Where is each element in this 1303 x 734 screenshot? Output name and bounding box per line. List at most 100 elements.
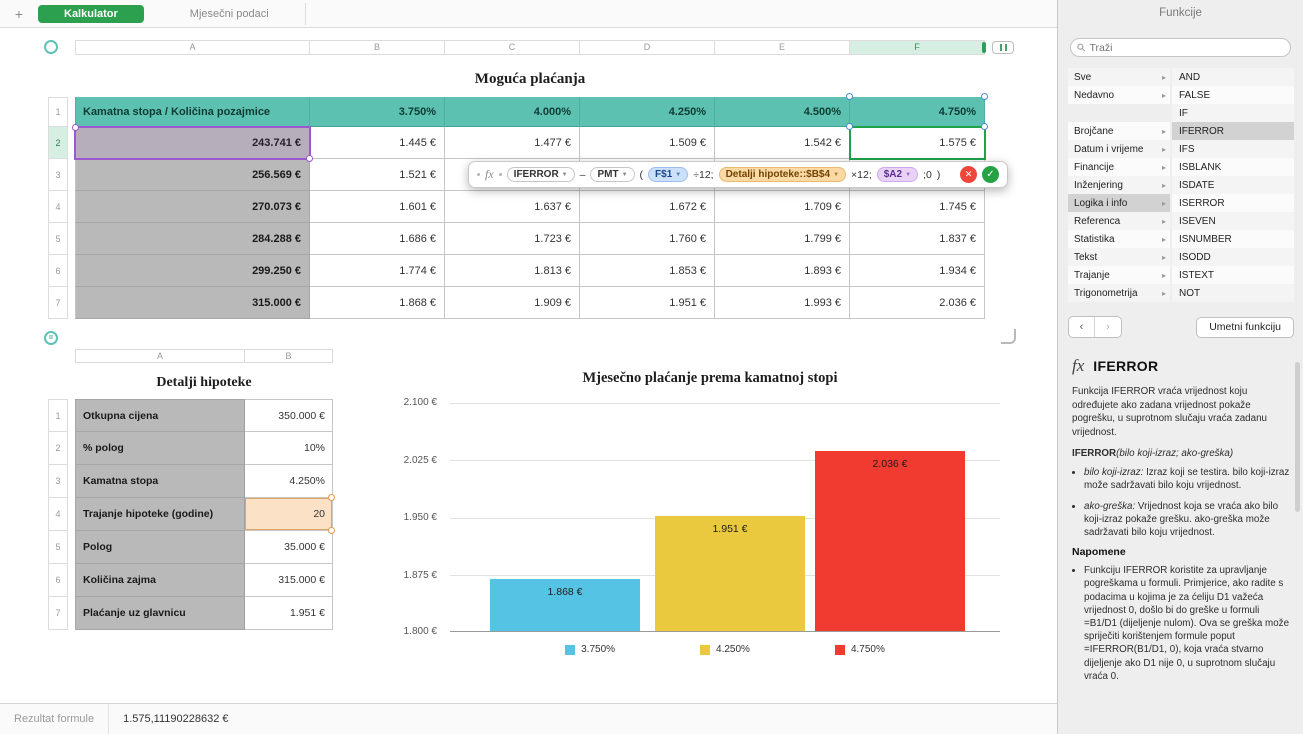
cell-F5[interactable]: 1.837 € <box>850 223 985 255</box>
category-inzenjering[interactable]: Inženjering ▸ <box>1068 176 1170 194</box>
row-header-4[interactable]: 4 <box>48 191 68 223</box>
cell-A5[interactable]: 284.288 € <box>75 223 310 255</box>
cell-A2[interactable]: 243.741 € <box>75 127 310 159</box>
cell-E1[interactable]: 4.500% <box>715 97 850 127</box>
column-header-e[interactable]: E <box>715 40 850 55</box>
category-nedavno[interactable]: Nedavno ▸ <box>1068 86 1170 104</box>
cell-A6[interactable]: 299.250 € <box>75 255 310 287</box>
function-isodd[interactable]: ISODD <box>1172 248 1294 266</box>
column-header-d[interactable]: D <box>580 40 715 55</box>
function-iferror-selected[interactable]: IFERROR <box>1172 122 1294 140</box>
category-trigonometrija[interactable]: Trigonometrija ▸ <box>1068 284 1170 302</box>
cell-C2[interactable]: 1.477 € <box>445 127 580 159</box>
cell-B4[interactable]: 1.601 € <box>310 191 445 223</box>
function-if[interactable]: IF <box>1172 104 1294 122</box>
detail-row-header-3[interactable]: 3 <box>48 465 68 498</box>
function-isnumber[interactable]: ISNUMBER <box>1172 230 1294 248</box>
category-referenca[interactable]: Referenca ▸ <box>1068 212 1170 230</box>
cell-B7[interactable]: 1.868 € <box>310 287 445 319</box>
cell-E4[interactable]: 1.709 € <box>715 191 850 223</box>
cell-A3[interactable]: 256.569 € <box>75 159 310 191</box>
cell-E5[interactable]: 1.799 € <box>715 223 850 255</box>
category-financije[interactable]: Financije ▸ <box>1068 158 1170 176</box>
back-button[interactable]: ‹ <box>1069 317 1095 337</box>
detail-cell-B2[interactable]: 10% <box>245 432 333 465</box>
detail-cell-A3[interactable]: Kamatna stopa <box>75 465 245 498</box>
cell-E2[interactable]: 1.542 € <box>715 127 850 159</box>
detail-row-header-4[interactable]: 4 <box>48 498 68 531</box>
row-header-5[interactable]: 5 <box>48 223 68 255</box>
token-ref-a2[interactable]: $A2 ▼ <box>876 167 919 182</box>
table-handle-icon[interactable] <box>44 40 58 54</box>
cell-B2[interactable]: 1.445 € <box>310 127 445 159</box>
row-header-1[interactable]: 1 <box>48 97 68 127</box>
selection-handle[interactable] <box>328 527 335 534</box>
detail-cell-A2[interactable]: % polog <box>75 432 245 465</box>
detail-cell-B3[interactable]: 4.250% <box>245 465 333 498</box>
function-ifs[interactable]: IFS <box>1172 140 1294 158</box>
scrollbar[interactable] <box>1295 362 1300 512</box>
token-ref-f1[interactable]: F$1 ▼ <box>648 167 689 182</box>
detail-row-header-5[interactable]: 5 <box>48 531 68 564</box>
cell-D1[interactable]: 4.250% <box>580 97 715 127</box>
cell-F4[interactable]: 1.745 € <box>850 191 985 223</box>
cell-E7[interactable]: 1.993 € <box>715 287 850 319</box>
category-trajanje[interactable]: Trajanje ▸ <box>1068 266 1170 284</box>
category-brojcane[interactable]: Brojčane ▸ <box>1068 122 1170 140</box>
cell-A4[interactable]: 270.073 € <box>75 191 310 223</box>
detail-row-header-2[interactable]: 2 <box>48 432 68 465</box>
search-input[interactable] <box>1089 41 1284 54</box>
cell-D4[interactable]: 1.672 € <box>580 191 715 223</box>
cell-F1[interactable]: 4.750% <box>850 97 985 127</box>
detail-row-header-7[interactable]: 7 <box>48 597 68 630</box>
category-sve[interactable]: Sve ▸ <box>1068 68 1170 86</box>
cell-D7[interactable]: 1.951 € <box>580 287 715 319</box>
detail-row-header-1[interactable]: 1 <box>48 399 68 432</box>
cell-D2[interactable]: 1.509 € <box>580 127 715 159</box>
tab-mjesecni-podaci[interactable]: Mjesečni podaci <box>154 2 306 25</box>
insert-function-button[interactable]: Umetni funkciju <box>1196 316 1294 338</box>
cell-C6[interactable]: 1.813 € <box>445 255 580 287</box>
detail-cell-A5[interactable]: Polog <box>75 531 245 564</box>
add-column-handle-icon[interactable] <box>992 41 1014 54</box>
detail-cell-A4[interactable]: Trajanje hipoteke (godine) <box>75 498 245 531</box>
detail-column-header-b[interactable]: B <box>245 349 333 363</box>
function-iseven[interactable]: ISEVEN <box>1172 212 1294 230</box>
detail-cell-A7[interactable]: Plaćanje uz glavnicu <box>75 597 245 630</box>
row-header-3[interactable]: 3 <box>48 159 68 191</box>
detail-cell-B1[interactable]: 350.000 € <box>245 399 333 432</box>
cell-B3[interactable]: 1.521 € <box>310 159 445 191</box>
category-tekst[interactable]: Tekst ▸ <box>1068 248 1170 266</box>
legend-item[interactable]: 3.750% <box>565 644 615 655</box>
bar-3750[interactable]: 1.868 € <box>490 579 640 631</box>
add-sheet-button[interactable]: + <box>14 5 24 22</box>
column-header-c[interactable]: C <box>445 40 580 55</box>
bar-4250[interactable]: 1.951 € <box>655 515 805 631</box>
forward-button[interactable]: › <box>1106 321 1110 333</box>
cell-B1[interactable]: 3.750% <box>310 97 445 127</box>
table-resize-handle-icon[interactable] <box>1001 329 1016 344</box>
column-header-b[interactable]: B <box>310 40 445 55</box>
bar-chart[interactable]: 1.868 € 1.951 € 2.036 € <box>450 403 1000 632</box>
function-iserror[interactable]: ISERROR <box>1172 194 1294 212</box>
selection-handle[interactable] <box>981 123 988 130</box>
category-datum-i-vrijeme[interactable]: Datum i vrijeme ▸ <box>1068 140 1170 158</box>
cell-A7[interactable]: 315.000 € <box>75 287 310 319</box>
selection-handle[interactable] <box>306 155 313 162</box>
token-ref-b4[interactable]: Detalji hipoteke::$B$4 ▼ <box>718 167 847 182</box>
cell-F6[interactable]: 1.934 € <box>850 255 985 287</box>
function-false[interactable]: FALSE <box>1172 86 1294 104</box>
selection-handle[interactable] <box>328 494 335 501</box>
cell-D5[interactable]: 1.760 € <box>580 223 715 255</box>
cell-C5[interactable]: 1.723 € <box>445 223 580 255</box>
cell-A1[interactable]: Kamatna stopa / Količina pozajmice <box>75 97 310 127</box>
function-isdate[interactable]: ISDATE <box>1172 176 1294 194</box>
category-logika-i-info-selected[interactable]: Logika i info ▸ <box>1068 194 1170 212</box>
function-and[interactable]: AND <box>1172 68 1294 86</box>
column-header-f-selected[interactable]: F <box>850 40 986 55</box>
category-statistika[interactable]: Statistika ▸ <box>1068 230 1170 248</box>
legend-item[interactable]: 4.250% <box>700 644 750 655</box>
function-istext[interactable]: ISTEXT <box>1172 266 1294 284</box>
token-iferror[interactable]: IFERROR ▼ <box>506 167 575 182</box>
detail-cell-B5[interactable]: 35.000 € <box>245 531 333 564</box>
